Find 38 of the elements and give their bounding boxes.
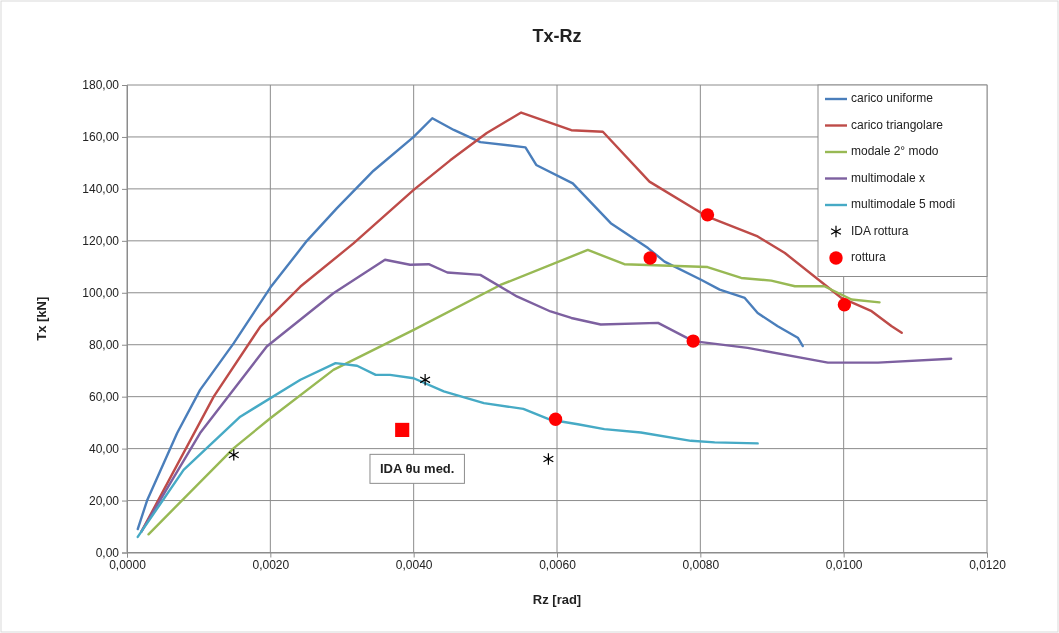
legend-label: carico triangolare bbox=[851, 117, 944, 132]
y-axis-title: Tx [kN] bbox=[34, 296, 49, 341]
point bbox=[837, 298, 852, 312]
y-tick-label: 160,00 bbox=[82, 130, 120, 145]
y-tick-label: 0,00 bbox=[95, 545, 120, 560]
y-tick-label: 120,00 bbox=[82, 234, 120, 249]
y-tick-label: 180,00 bbox=[82, 78, 120, 93]
x-tick-label: 0,0060 bbox=[539, 558, 577, 573]
x-axis-title: Rz [rad] bbox=[532, 592, 582, 607]
x-tick-label: 0,0100 bbox=[825, 558, 863, 573]
point bbox=[542, 452, 554, 466]
point bbox=[419, 373, 431, 387]
legend-label: modale 2° modo bbox=[851, 144, 939, 159]
point bbox=[548, 412, 563, 426]
line-series bbox=[136, 361, 759, 539]
x-tick-label: 0,0040 bbox=[395, 558, 433, 573]
y-tick-label: 140,00 bbox=[82, 182, 120, 197]
annotation: IDA θu med. bbox=[379, 461, 455, 477]
x-tick-label: 0,0000 bbox=[109, 558, 147, 573]
x-tick-label: 0,0080 bbox=[682, 558, 720, 573]
point bbox=[643, 251, 657, 265]
point bbox=[395, 422, 410, 437]
x-tick-label: 0,0020 bbox=[252, 558, 290, 573]
legend-label: multimodale 5 modi bbox=[851, 197, 956, 212]
chart-title: Tx-Rz bbox=[532, 26, 582, 46]
legend-label: multimodale x bbox=[851, 170, 926, 185]
y-tick-label: 80,00 bbox=[88, 338, 120, 353]
point bbox=[686, 334, 700, 348]
legend-label: rottura bbox=[851, 250, 887, 265]
y-tick-label: 20,00 bbox=[88, 493, 120, 508]
y-tick-label: 60,00 bbox=[88, 390, 120, 405]
point bbox=[228, 448, 240, 462]
y-tick-label: 100,00 bbox=[82, 286, 120, 301]
point bbox=[700, 208, 715, 222]
x-tick-label: 0,0120 bbox=[969, 558, 1007, 573]
y-tick-label: 40,00 bbox=[88, 441, 120, 456]
legend-label: carico uniforme bbox=[851, 91, 934, 106]
legend-label: IDA rottura bbox=[851, 223, 909, 238]
